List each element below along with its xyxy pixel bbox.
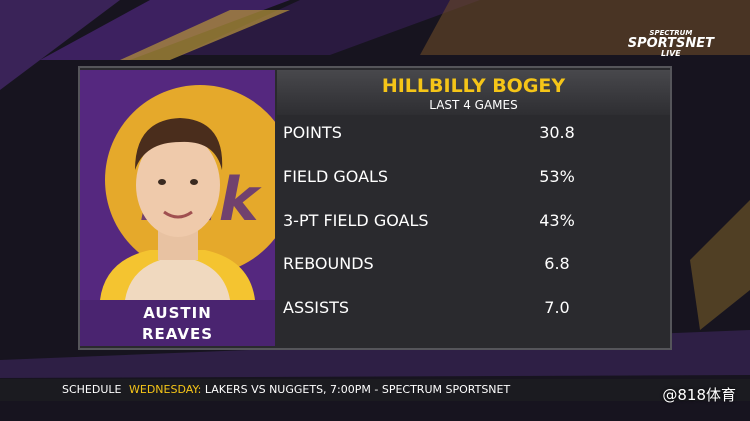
stat-row: FIELD GOALS 53% <box>277 157 670 197</box>
ticker-day: WEDNESDAY: <box>129 383 202 396</box>
stat-value: 6.8 <box>544 254 570 274</box>
stat-row: POINTS 30.8 <box>277 113 670 153</box>
watermark: @818体育 <box>662 386 736 404</box>
last-name: REAVES <box>141 325 214 343</box>
stat-row: REBOUNDS 6.8 <box>277 244 670 284</box>
logo-top: SPECTRUM <box>649 29 693 37</box>
stat-value: 7.0 <box>544 298 570 318</box>
ticker: SCHEDULE WEDNESDAY: LAKERS VS NUGGETS, 7… <box>0 379 750 401</box>
ticker-label: SCHEDULE <box>62 383 122 396</box>
stat-value: 53% <box>539 166 575 186</box>
ticker-text: LAKERS VS NUGGETS, 7:00PM - SPECTRUM SPO… <box>204 383 511 396</box>
stat-label: REBOUNDS <box>283 254 374 274</box>
network-logo: SPECTRUM SPORTSNET LIVE <box>628 30 714 58</box>
panel-title: HILLBILLY BOGEY <box>381 75 566 97</box>
stat-label: FIELD GOALS <box>283 166 389 186</box>
stat-value: 30.8 <box>539 123 575 142</box>
panel-header: HILLBILLY BOGEY LAST 4 GAMES <box>277 70 670 115</box>
stat-label: POINTS <box>283 123 342 142</box>
stat-row: 3-PT FIELD GOALS 43% <box>277 201 670 241</box>
panel-subtitle: LAST 4 GAMES <box>429 98 518 112</box>
stat-row: ASSISTS 7.0 <box>277 288 670 328</box>
stat-value: 43% <box>539 210 575 230</box>
stat-label: 3-PT FIELD GOALS <box>283 210 429 230</box>
stat-label: ASSISTS <box>283 298 350 318</box>
player-photo: Lak <box>80 70 275 300</box>
logo-bottom: LIVE <box>661 49 681 58</box>
player-name: AUSTIN REAVES <box>80 300 275 346</box>
first-name: AUSTIN <box>143 304 212 322</box>
logo-main: SPORTSNET <box>627 36 714 51</box>
